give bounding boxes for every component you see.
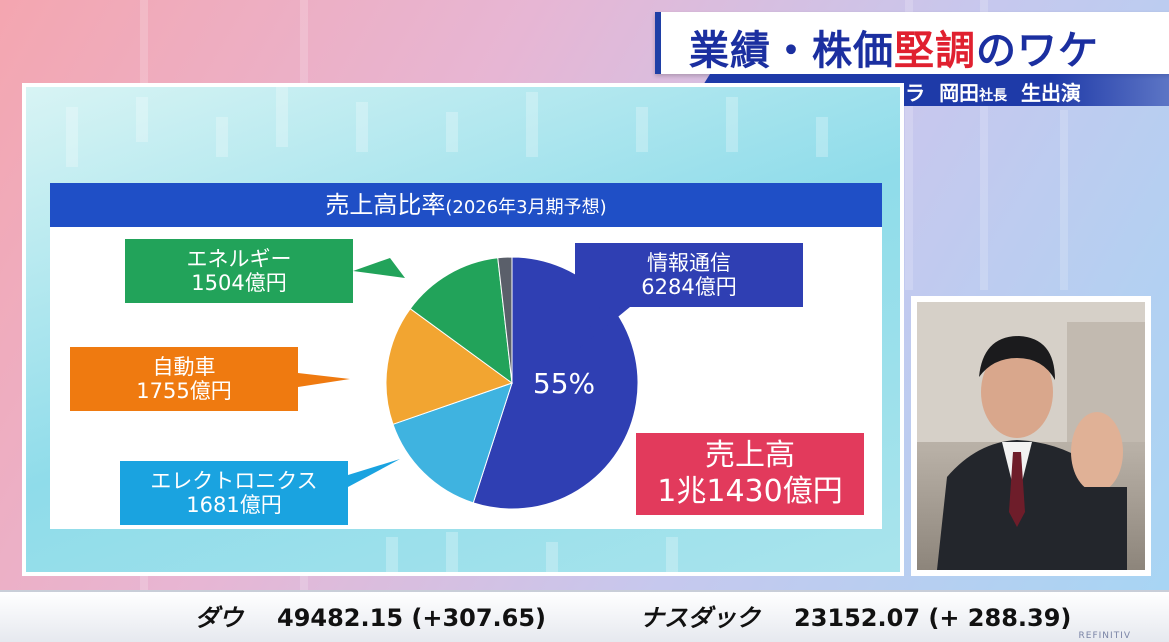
guest-video-frame: [917, 302, 1145, 570]
slice-energy: [409, 257, 513, 385]
label-electronics: エレクトロニクス 1681億円: [120, 461, 348, 525]
pointer-automotive: [298, 373, 350, 387]
pointer-electronics: [348, 459, 400, 487]
guest-video-inset: [911, 296, 1151, 576]
guest-person-image: [917, 302, 1145, 570]
ticker-dow: ダウ 49482.15 (+307.65): [195, 604, 547, 632]
label-telecom: 情報通信 6284億円: [575, 243, 803, 307]
label-total-sales: 売上高 1兆1430億円: [636, 433, 864, 515]
market-ticker: ダウ 49482.15 (+307.65) ナスダック 23152.07 (+ 28…: [0, 590, 1169, 642]
slice-other: [497, 256, 513, 384]
headline-banner: 業績・株価堅調のワケ: [655, 12, 1169, 74]
ticker-nasdaq: ナスダック 23152.07 (+ 288.39): [640, 604, 1072, 632]
headline-title: 業績・株価堅調のワケ: [689, 28, 1099, 74]
sales-ratio-card: 売上高比率(2026年3月期予想) 55% エネルギー 1504億円 自動車 175…: [50, 183, 882, 529]
pointer-energy: [353, 258, 405, 278]
label-automotive: 自動車 1755億円: [70, 347, 298, 411]
data-source-logo: REFINITIV: [1078, 631, 1131, 641]
pie-chart: 55%: [298, 256, 639, 510]
pie-center-percent: 55%: [533, 367, 595, 400]
card-title: 売上高比率(2026年3月期予想): [50, 183, 882, 227]
pointer-telecom: [580, 307, 630, 348]
slice-automotive: [385, 307, 514, 425]
label-energy: エネルギー 1504億円: [125, 239, 353, 303]
slice-electronics: [392, 382, 513, 504]
chart-panel: 売上高比率(2026年3月期予想) 55% エネルギー 1504億円 自動車 175…: [22, 83, 904, 576]
panel-decoration: [26, 87, 900, 572]
